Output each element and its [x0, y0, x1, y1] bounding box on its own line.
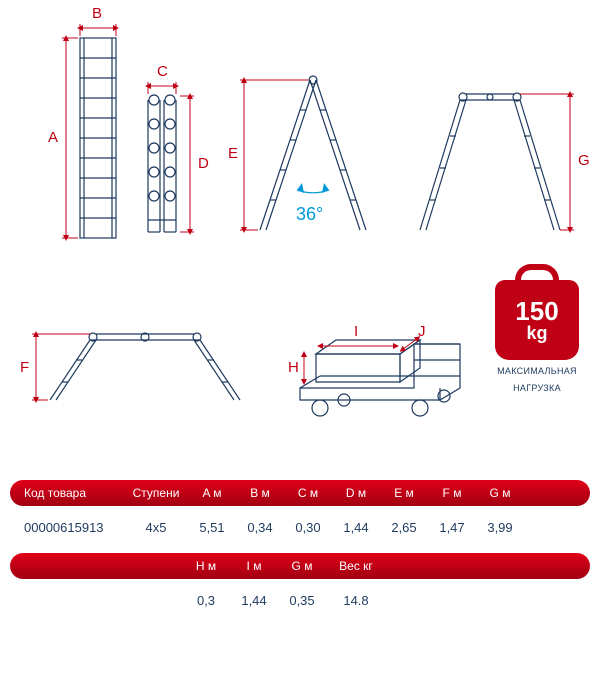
td-steps: 4x5	[124, 520, 188, 535]
weight-badge: 150 kg МАКСИМАЛЬНАЯ НАГРУЗКА	[492, 280, 582, 394]
th-b: B м	[236, 486, 284, 500]
th-a: A м	[188, 486, 236, 500]
label-c: C	[157, 63, 168, 80]
weight-unit: kg	[526, 324, 547, 342]
label-a: A	[48, 129, 58, 146]
label-e: E	[228, 145, 238, 162]
td-f: 1,47	[428, 520, 476, 535]
td-i: 1,44	[230, 593, 278, 608]
td-e: 2,65	[380, 520, 428, 535]
diagram-svg: B A	[0, 0, 600, 470]
diagram-area: B A	[0, 0, 600, 470]
weight-icon: 150 kg	[495, 280, 579, 360]
weight-caption-1: МАКСИМАЛЬНАЯ	[492, 366, 582, 377]
th-i: I м	[230, 559, 278, 573]
th-f: F м	[428, 486, 476, 500]
td-h: 0,3	[182, 593, 230, 608]
td-b: 0,34	[236, 520, 284, 535]
label-d: D	[198, 155, 209, 172]
table2-row: 0,3 1,44 0,35 14.8	[10, 579, 590, 622]
th-g: G м	[476, 486, 524, 500]
td-code: 00000615913	[24, 520, 124, 535]
label-f: F	[20, 359, 29, 376]
table1-row: 00000615913 4x5 5,51 0,34 0,30 1,44 2,65…	[10, 506, 590, 549]
weight-value: 150	[515, 298, 558, 324]
th-d: D м	[332, 486, 380, 500]
td-g2: 0,35	[278, 593, 326, 608]
th-h: H м	[182, 559, 230, 573]
table2-header: H м I м G м Вес кг	[10, 553, 590, 579]
td-g: 3,99	[476, 520, 524, 535]
label-g: G	[578, 152, 590, 169]
td-d: 1,44	[332, 520, 380, 535]
th-g2: G м	[278, 559, 326, 573]
label-b: B	[92, 5, 102, 22]
label-i: I	[354, 323, 358, 340]
weight-caption-2: НАГРУЗКА	[492, 383, 582, 394]
angle-label: 36°	[296, 204, 323, 224]
th-steps: Ступени	[124, 486, 188, 500]
th-code: Код товара	[24, 486, 124, 500]
th-weight: Вес кг	[326, 559, 386, 573]
th-e: E м	[380, 486, 428, 500]
th-c: C м	[284, 486, 332, 500]
label-j: J	[418, 323, 426, 340]
td-weight: 14.8	[326, 593, 386, 608]
table1-header: Код товара Ступени A м B м C м D м E м F…	[10, 480, 590, 506]
label-h: H	[288, 359, 299, 376]
td-c: 0,30	[284, 520, 332, 535]
td-a: 5,51	[188, 520, 236, 535]
